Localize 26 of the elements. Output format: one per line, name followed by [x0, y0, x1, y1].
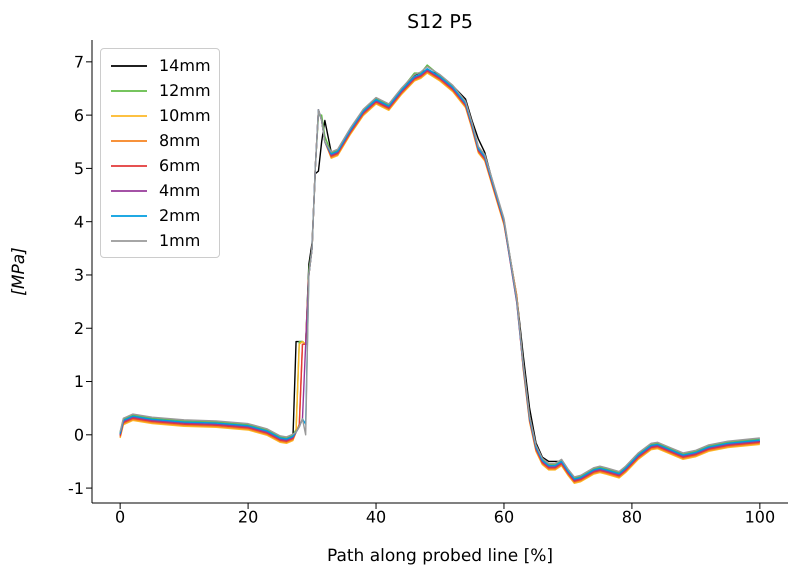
x-tick-label: 40	[366, 507, 386, 526]
legend-label: 4mm	[159, 180, 200, 202]
y-tick-label: 2	[74, 318, 84, 338]
y-tick-label: 1	[74, 372, 84, 392]
y-axis-title: [MPa]	[9, 247, 30, 296]
x-tick-label: 20	[238, 507, 258, 526]
legend-label: 2mm	[159, 205, 200, 227]
y-tick-label: 4	[74, 212, 84, 232]
legend-label: 14mm	[159, 55, 211, 77]
x-axis-title: Path along probed line [%]	[326, 546, 554, 566]
legend-label: 8mm	[159, 130, 200, 152]
legend-label: 12mm	[159, 80, 211, 102]
x-tick-label: 80	[622, 507, 642, 526]
y-tick-label: -1	[68, 478, 84, 498]
y-tick-label: 6	[74, 106, 84, 125]
x-tick-label: 100	[744, 507, 776, 526]
legend-label: 1mm	[159, 230, 200, 252]
y-tick-label: 5	[74, 159, 84, 178]
y-tick-label: 3	[74, 266, 84, 285]
x-tick-label: 0	[115, 507, 126, 526]
y-tick-label: 7	[74, 52, 84, 72]
legend-label: 6mm	[159, 155, 200, 177]
legend-label: 10mm	[159, 105, 211, 127]
x-tick-label: 60	[494, 507, 514, 526]
chart-title: S12 P5	[407, 11, 473, 33]
y-tick-label: 0	[74, 425, 84, 444]
